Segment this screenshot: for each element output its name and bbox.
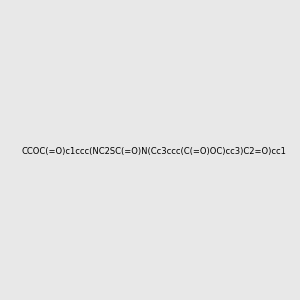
Text: CCOC(=O)c1ccc(NC2SC(=O)N(Cc3ccc(C(=O)OC)cc3)C2=O)cc1: CCOC(=O)c1ccc(NC2SC(=O)N(Cc3ccc(C(=O)OC)… xyxy=(21,147,286,156)
